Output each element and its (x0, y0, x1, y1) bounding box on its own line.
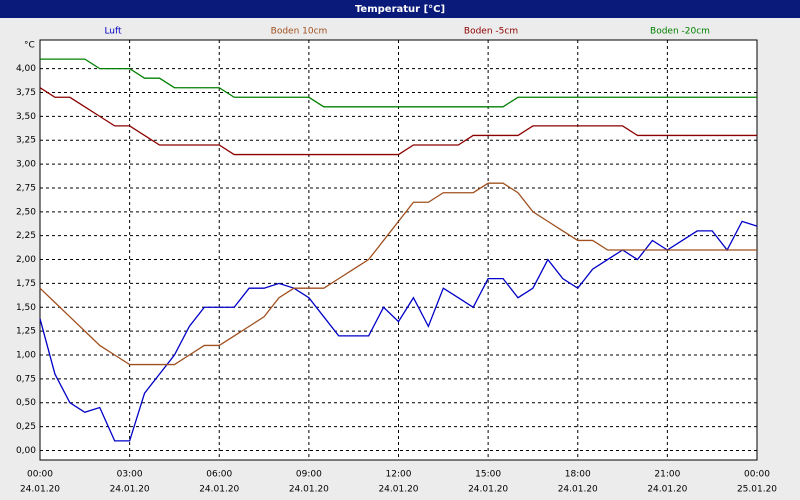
series-line (39, 182, 757, 366)
y-tick-label: 3,50 (16, 112, 36, 122)
x-tick-date: 24.01.20 (289, 485, 329, 495)
y-tick-label: 3,00 (16, 160, 36, 170)
legend-entry: Luft (104, 27, 122, 37)
y-tick-label: 2,25 (16, 231, 36, 241)
y-tick-label: 2,75 (16, 183, 36, 193)
x-tick-label: 15:00 (475, 470, 501, 480)
x-tick-label: 00:00 (27, 470, 53, 480)
legend-entry: Boden -5cm (464, 27, 518, 37)
y-tick-label: 4,00 (16, 64, 36, 74)
x-tick-date: 24.01.20 (558, 485, 598, 495)
y-tick-label: 1,75 (16, 279, 36, 289)
y-tick-label: 2,00 (16, 255, 36, 265)
x-tick-label: 03:00 (117, 470, 143, 480)
x-tick-date: 24.01.20 (199, 485, 239, 495)
x-tick-label: 09:00 (296, 470, 322, 480)
x-tick-date: 24.01.20 (647, 485, 687, 495)
series-line (39, 87, 757, 156)
x-tick-date: 25.01.20 (737, 485, 777, 495)
y-tick-label: 0,75 (16, 374, 36, 384)
x-tick-label: 21:00 (654, 470, 680, 480)
y-tick-label: 1,25 (16, 327, 36, 337)
y-tick-label: 2,50 (16, 207, 36, 217)
y-unit: °C (24, 41, 35, 51)
series-line (39, 220, 758, 442)
x-tick-label: 00:00 (744, 470, 770, 480)
y-tick-label: 3,25 (16, 136, 36, 146)
x-tick-date: 24.01.20 (110, 485, 150, 495)
chart-title: Temperatur [°C] (355, 4, 445, 15)
y-tick-label: 1,50 (16, 303, 36, 313)
y-tick-label: 1,00 (16, 351, 36, 361)
legend-entry: Boden -20cm (650, 27, 710, 37)
y-tick-label: 0,25 (16, 422, 36, 432)
x-tick-date: 24.01.20 (378, 485, 418, 495)
legend-entry: Boden 10cm (271, 27, 328, 37)
title-bar (0, 0, 800, 18)
x-tick-date: 24.01.20 (468, 485, 508, 495)
series-line (40, 58, 757, 108)
y-tick-label: 3,75 (16, 88, 36, 98)
y-tick-label: 0,00 (16, 446, 36, 456)
x-tick-label: 12:00 (386, 470, 412, 480)
x-tick-date: 24.01.20 (20, 485, 60, 495)
x-tick-label: 06:00 (206, 470, 232, 480)
y-tick-label: 0,50 (16, 398, 36, 408)
x-tick-label: 18:00 (565, 470, 591, 480)
